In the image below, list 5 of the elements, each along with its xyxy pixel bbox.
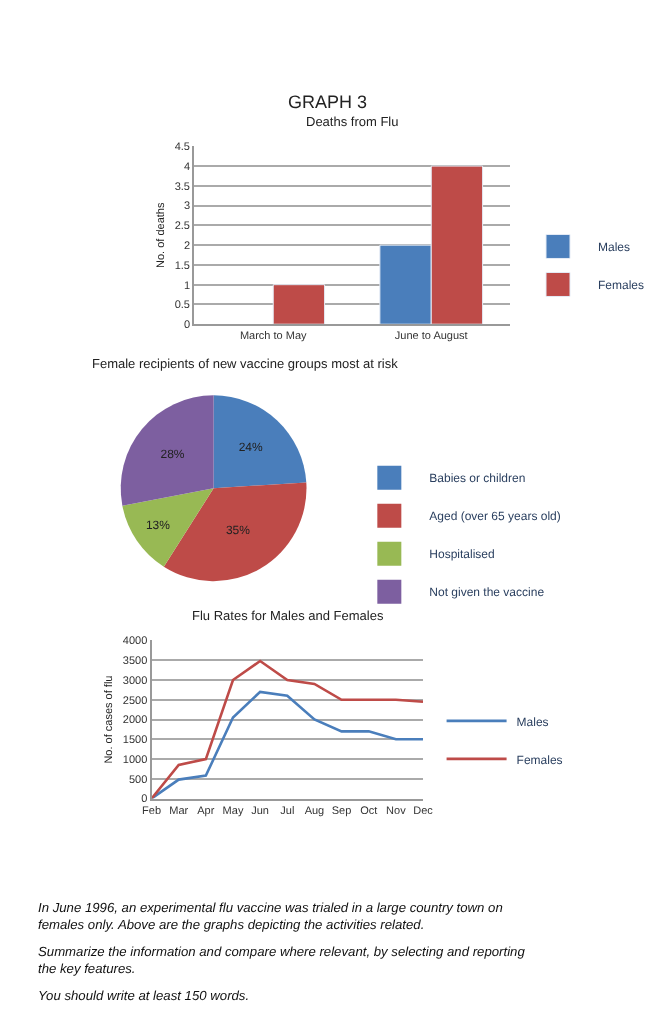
- bar: [272, 284, 326, 325]
- pie-slice: [122, 488, 214, 567]
- caption: GRAPH 3: [288, 92, 368, 112]
- pie-slice: [213, 395, 307, 489]
- pie-slice: [120, 395, 214, 506]
